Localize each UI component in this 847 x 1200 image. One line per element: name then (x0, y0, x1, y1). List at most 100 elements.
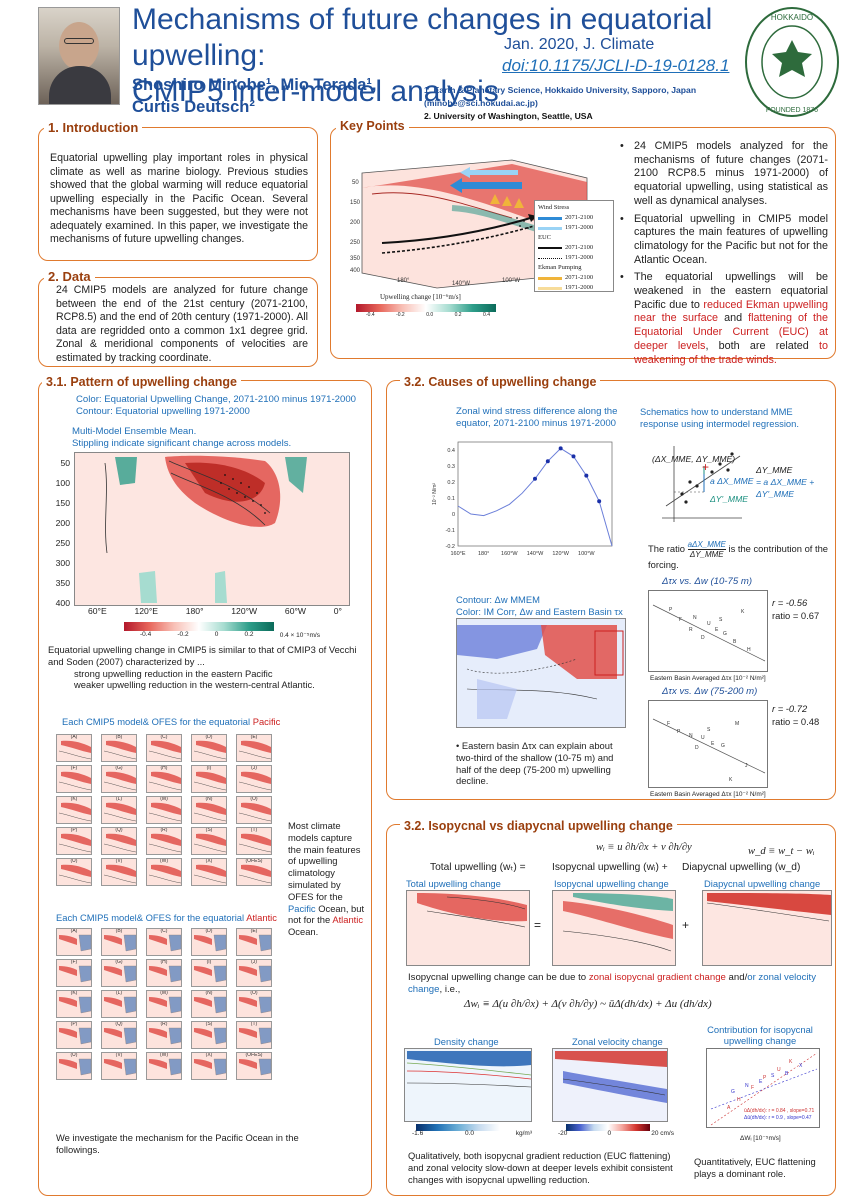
pattern-cb-tick-0: -0.4 (140, 631, 152, 638)
model-panel: (E) (236, 928, 272, 956)
pattern-colorbar-ticks: -0.4 -0.2 0 0.2 0.4 × 10⁻⁵m/s (140, 631, 320, 639)
kp-cb-tick-3: 0.2 (454, 312, 462, 318)
model-panel: (F) (56, 765, 92, 793)
pattern-cb-tick-4: 0.4 × 10⁻⁵m/s (279, 632, 320, 639)
diapycnal-definition: w_d ≡ w_t − wᵢ (748, 846, 815, 857)
pattern-xtick-5: 0° (333, 606, 342, 616)
svg-text:G: G (721, 743, 725, 749)
title-line-2: CMIP5 inter-model analysis (132, 75, 499, 108)
total-upwelling-panel (406, 890, 530, 966)
key-points-colorbar (356, 304, 496, 312)
model-panel-label: (K) (70, 990, 78, 996)
density-panel-title: Density change (434, 1036, 499, 1047)
contribution-xlabel: ΔWᵢ [10⁻⁵m/s] (740, 1135, 781, 1142)
model-panel-label: (O) (250, 796, 258, 802)
svg-text:+: + (702, 460, 709, 474)
model-panel: (M) (146, 990, 182, 1018)
mme-a-dx-label: a ΔX_MME (710, 476, 754, 486)
model-panel-label: (P) (70, 827, 78, 833)
svg-text:G: G (723, 631, 727, 637)
model-panel-label: (V) (115, 858, 123, 864)
pattern-cb-tick-1: -0.2 (177, 631, 189, 638)
svg-text:H: H (737, 1097, 741, 1103)
model-panel-label: (H) (160, 765, 168, 771)
model-panel-label: (H) (160, 959, 168, 965)
contribution-panel-title: Contribution for isopycnal upwelling cha… (707, 1024, 813, 1046)
svg-text:140°W: 140°W (452, 281, 470, 287)
plus-sign: + (682, 918, 690, 932)
model-panel: (O) (236, 990, 272, 1018)
svg-text:100°W: 100°W (502, 278, 520, 284)
svg-text:K: K (789, 1059, 793, 1065)
data-box (38, 277, 318, 367)
svg-text:B: B (733, 639, 737, 645)
equals-sign: = (534, 918, 542, 932)
model-panel: (N) (191, 796, 227, 824)
model-panel-label: (R) (160, 827, 168, 833)
pattern-xtick-0: 60°E (88, 606, 107, 616)
svg-text:E: E (711, 741, 715, 747)
scatter1-ratio: ratio = 0.67 (772, 610, 820, 621)
total-upwelling-label: Total upwelling (wₜ) = (430, 862, 526, 873)
density-cb-tick-1: 0.0 (464, 1130, 474, 1137)
mme-eq-line1: ΔY_MME (756, 465, 793, 475)
pattern-description: Equatorial upwelling change in CMIP5 is … (48, 644, 363, 691)
pattern-cb-tick-2: 0 (214, 631, 219, 638)
key-points-list: 24 CMIP5 models analyzed for the mechani… (618, 140, 828, 371)
introduction-text: Equatorial upwelling play important role… (50, 152, 308, 246)
model-panel-label: (X) (205, 858, 213, 864)
pattern-desc-2: strong upwelling reduction in the easter… (74, 667, 273, 679)
pattern-ytick-4: 250 (55, 538, 70, 548)
svg-text:250: 250 (350, 240, 361, 246)
key-points-legend: Wind Stress 2071-2100 1971-2000 EUC 2071… (534, 200, 614, 292)
key-points-colorbar-label: Upwelling change [10⁻⁶m/s] (380, 293, 461, 301)
pattern-ytick-5: 300 (55, 558, 70, 568)
pattern-y-axis: 50 100 150 200 250 300 350 400 (52, 458, 72, 608)
model-panel-label: (W) (159, 1052, 169, 1058)
model-panel: (P) (56, 1021, 92, 1049)
model-panel: (L) (101, 796, 137, 824)
svg-text:N: N (693, 615, 697, 621)
doi-link[interactable]: doi:10.1175/JCLI-D-19-0128.1 (502, 56, 730, 75)
wind-ytick-label: 0.3 (447, 464, 455, 470)
wind-ytick-label: -0.1 (446, 528, 455, 534)
scatter2-stats: r = -0.72 ratio = 0.48 (772, 702, 819, 728)
kp-cb-tick-0: -0.4 (366, 312, 375, 318)
author-photo (38, 7, 120, 105)
mme-schematic: + (642, 436, 832, 566)
wind-data-point (545, 459, 550, 464)
scatter2-title: Δτx vs. Δw (75-200 m) (662, 686, 758, 697)
model-panel-label: (K) (70, 796, 78, 802)
model-panel-label: (E) (250, 928, 258, 934)
pacific-grid-title: Each CMIP5 model& OFES for the equatoria… (62, 716, 281, 727)
poster-title: Mechanisms of future changes in equatori… (132, 2, 792, 110)
model-panel: (V) (101, 858, 137, 886)
model-panel-label: (C) (160, 734, 168, 740)
wind-xtick-label: 100°W (578, 551, 595, 557)
key-points-heading: Key Points (336, 119, 409, 133)
mme-schematic-title: Schematics how to understand MME respons… (640, 406, 799, 429)
model-panel-label: (L) (115, 796, 123, 802)
wind-data-point (571, 454, 576, 459)
model-panel-label: (L) (115, 990, 123, 996)
introduction-box (38, 127, 318, 261)
velocity-colorbar (566, 1124, 650, 1131)
scatter1-xlabel: Eastern Basin Averaged Δτx [10⁻² N/m²] (650, 675, 766, 682)
isopycnal-heading: 3.2. Isopycnal vs diapycnal upwelling ch… (400, 819, 677, 833)
pattern-closing: We investigate the mechanism for the Pac… (56, 1132, 299, 1155)
legend-euc: EUC (538, 234, 551, 241)
journal-ref: Jan. 2020, J. Climate (504, 36, 655, 53)
svg-text:R: R (689, 627, 693, 633)
scatter2-r: r = -0.72 (772, 703, 808, 714)
model-panel-label: (U) (70, 1052, 78, 1058)
svg-text:400: 400 (350, 268, 361, 274)
model-panel-label: (V) (115, 1052, 123, 1058)
pattern-heading: 3.1. Pattern of upwelling change (42, 375, 242, 389)
svg-text:X: X (799, 1063, 803, 1069)
model-panel: (D) (191, 734, 227, 762)
model-panel-label: (J) (251, 765, 257, 771)
velocity-colorbar-ticks: -20 0 20 cm/s (558, 1130, 674, 1137)
model-panel-label: (Q) (115, 1021, 123, 1027)
kp-cb-tick-1: -0.2 (396, 312, 405, 318)
